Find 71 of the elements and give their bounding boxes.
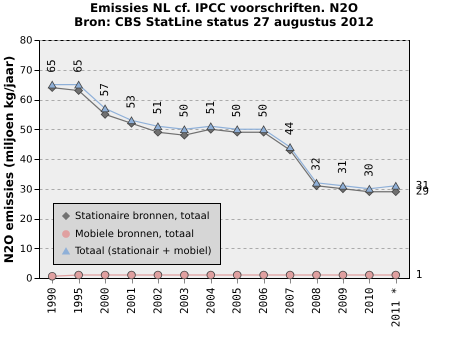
x-tick-label: 2001	[125, 288, 138, 314]
point	[259, 125, 268, 134]
legend-label: Mobiele bronnen, totaal	[75, 229, 194, 240]
point	[206, 122, 216, 130]
x-tick-label: 2003	[178, 288, 191, 314]
point	[232, 270, 242, 280]
y-tick-label: 10	[20, 244, 32, 255]
point	[338, 270, 348, 280]
y-axis-title: N2O emissies (miljoen kg/jaar)	[2, 56, 16, 264]
point	[48, 272, 56, 280]
x-tick-label: 2005	[230, 288, 244, 314]
y-tick-label: 50	[20, 124, 32, 136]
x-tick-label: 2002	[151, 288, 164, 314]
legend-label: Stationaire bronnen, totaal	[75, 211, 210, 222]
point	[206, 270, 216, 280]
chart-title: Emissies NL cf. IPCC voorschriften. N2O	[90, 1, 358, 15]
x-tick-label: 2009	[336, 288, 350, 314]
point	[338, 182, 348, 190]
data-label: 50	[256, 104, 270, 118]
point	[100, 104, 110, 112]
point	[180, 270, 189, 280]
x-tick-label: 2007	[284, 288, 297, 314]
y-tick-label: 0	[26, 274, 32, 284]
y-tick-label: 80	[20, 36, 32, 46]
x-tick-label: 1995	[72, 288, 86, 314]
data-label: 44	[283, 121, 296, 136]
point	[74, 80, 83, 88]
data-label: 30	[362, 164, 376, 177]
legend-label: Totaal (stationair + mobiel)	[74, 246, 212, 257]
data-label: 1	[416, 268, 422, 282]
point	[312, 179, 321, 187]
point	[127, 270, 136, 280]
point	[154, 270, 162, 280]
y-tick-label: 30	[20, 184, 32, 196]
y-tick-label: 40	[20, 154, 32, 166]
point	[232, 125, 242, 134]
x-tick-label: 2004	[204, 287, 218, 314]
data-label: 53	[124, 95, 138, 108]
data-label: 57	[98, 83, 112, 96]
data-label: 50	[177, 104, 190, 118]
point	[365, 184, 374, 193]
point	[48, 80, 56, 88]
x-tick-label: 2000	[98, 288, 112, 314]
point	[127, 116, 136, 124]
y-tick-label: 70	[20, 65, 32, 76]
point	[259, 270, 268, 280]
point	[180, 125, 189, 134]
point	[392, 182, 400, 190]
data-label: 65	[45, 59, 58, 73]
data-label: 65	[72, 59, 85, 73]
x-tick-label: 1990	[46, 288, 59, 314]
data-label: 50	[230, 104, 244, 118]
point	[100, 270, 110, 280]
data-label: 51	[150, 101, 164, 114]
point	[365, 270, 374, 280]
y-tick-label: 20	[20, 214, 32, 225]
data-label: 51	[204, 101, 217, 114]
x-tick-label: 2011 *	[389, 288, 402, 328]
y-tick-label: 60	[20, 95, 32, 106]
point	[286, 143, 294, 151]
x-tick-label: 2010	[362, 288, 376, 314]
point	[154, 122, 162, 130]
point	[312, 270, 321, 280]
point	[286, 270, 294, 280]
data-label: 32	[310, 158, 322, 171]
chart-subtitle: Bron: CBS StatLine status 27 augustus 2012	[74, 15, 374, 29]
point	[392, 270, 400, 280]
x-tick-label: 2008	[310, 288, 323, 314]
data-label: 31	[336, 160, 349, 174]
point	[74, 270, 83, 280]
x-tick-label: 2006	[257, 288, 270, 314]
